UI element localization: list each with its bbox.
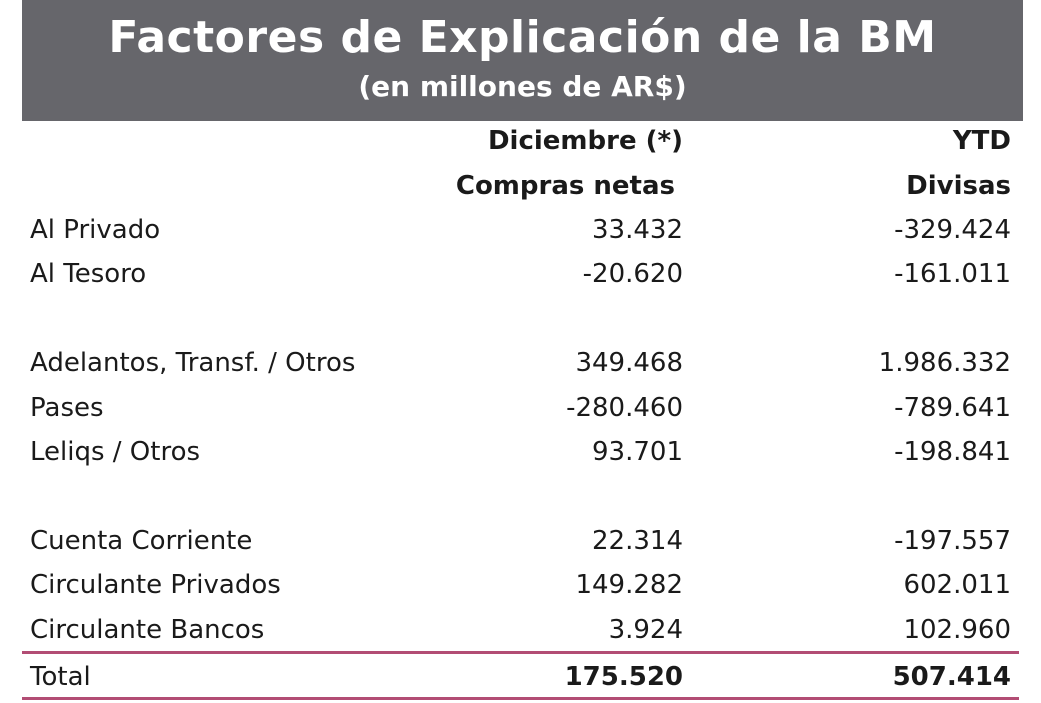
row-value-ytd: -197.557 xyxy=(894,526,1011,556)
row-value-diciembre: 349.468 xyxy=(575,348,683,378)
row-value-diciembre: 93.701 xyxy=(592,437,683,467)
row-value-diciembre: 33.432 xyxy=(592,215,683,245)
total-label: Total xyxy=(30,662,91,692)
row-label: Al Tesoro xyxy=(30,259,147,289)
row-value-ytd: 1.986.332 xyxy=(878,348,1011,378)
row-label: Circulante Privados xyxy=(30,570,281,600)
row-label: Circulante Bancos xyxy=(30,615,265,645)
total-value-diciembre: 175.520 xyxy=(564,662,683,692)
row-value-diciembre: 22.314 xyxy=(592,526,683,556)
total-top-rule xyxy=(22,651,1019,654)
row-value-ytd: 102.960 xyxy=(903,615,1011,645)
row-value-ytd: -329.424 xyxy=(894,215,1011,245)
row-label: Adelantos, Transf. / Otros xyxy=(30,348,356,378)
row-label: Al Privado xyxy=(30,215,161,245)
column-subheader-compras-netas: Compras netas xyxy=(455,171,675,201)
total-bottom-rule xyxy=(22,697,1019,700)
column-header-ytd: YTD xyxy=(952,126,1011,156)
column-subheader-divisas: Divisas xyxy=(906,171,1011,201)
column-header-diciembre: Diciembre (*) xyxy=(487,126,683,156)
row-value-diciembre: 3.924 xyxy=(608,615,683,645)
row-value-ytd: -161.011 xyxy=(894,259,1011,289)
row-value-ytd: 602.011 xyxy=(903,570,1011,600)
row-value-ytd: -198.841 xyxy=(894,437,1011,467)
row-value-diciembre: -280.460 xyxy=(566,393,683,423)
row-label: Leliqs / Otros xyxy=(30,437,201,467)
row-value-diciembre: -20.620 xyxy=(582,259,683,289)
total-value-ytd: 507.414 xyxy=(892,662,1011,692)
page-title: Factores de Explicación de la BM xyxy=(108,12,937,63)
row-label: Pases xyxy=(30,393,104,423)
row-value-ytd: -789.641 xyxy=(894,393,1011,423)
row-value-diciembre: 149.282 xyxy=(575,570,683,600)
row-label: Cuenta Corriente xyxy=(30,526,253,556)
title-banner: Factores de Explicación de la BM (en mil… xyxy=(22,0,1023,121)
page-subtitle: (en millones de AR$) xyxy=(358,70,687,103)
